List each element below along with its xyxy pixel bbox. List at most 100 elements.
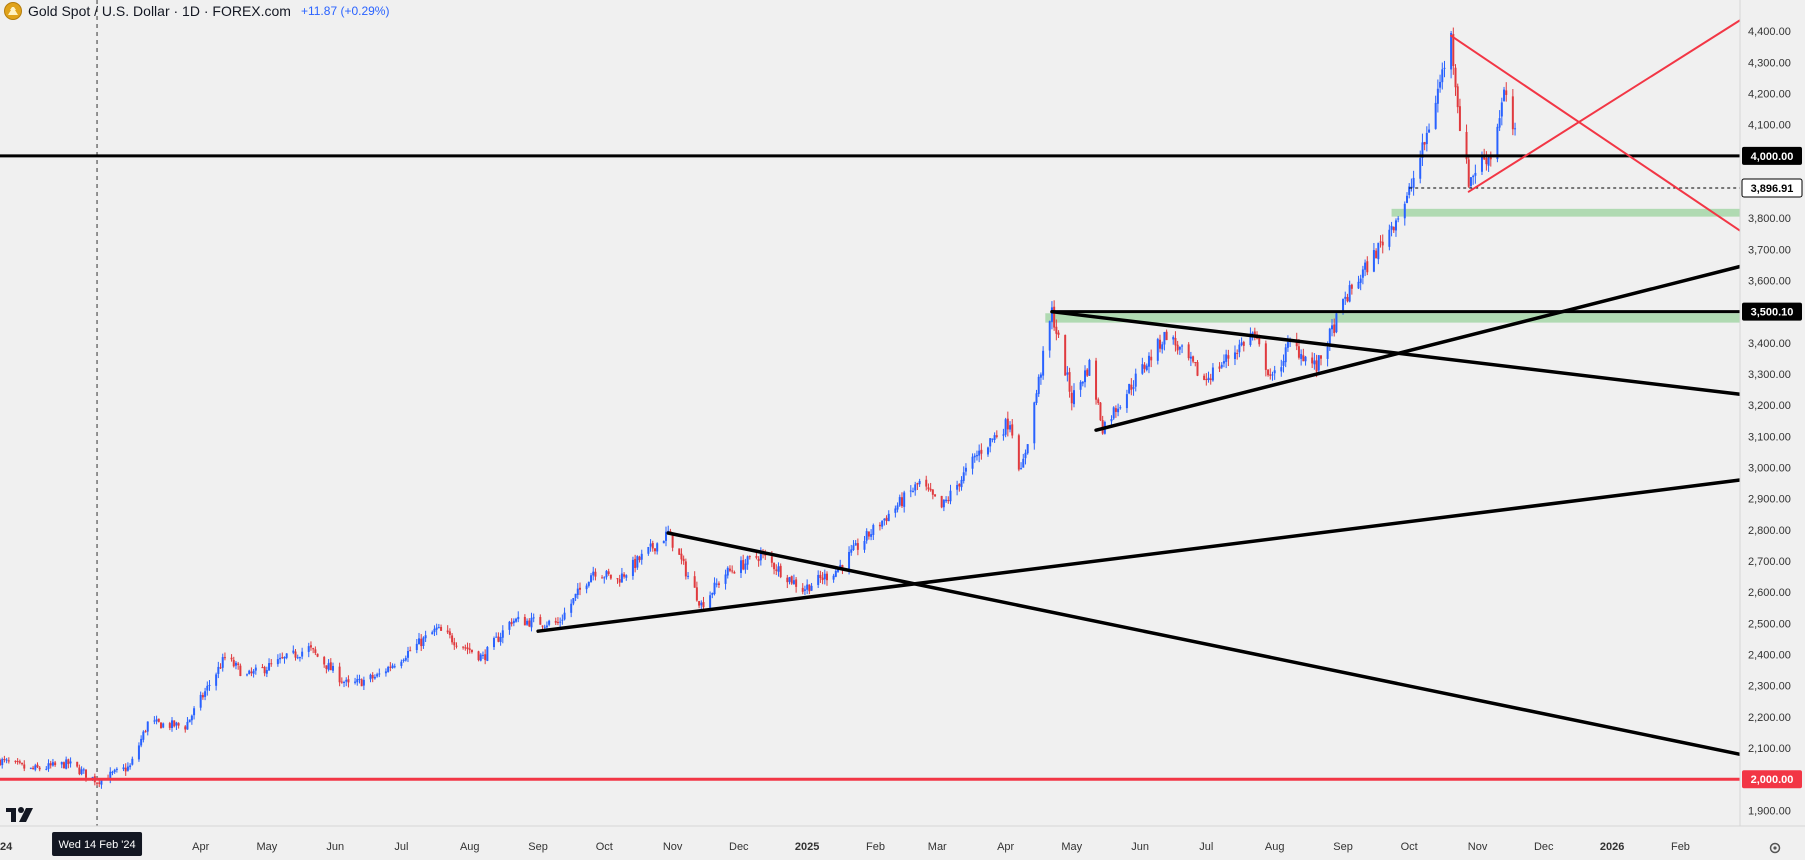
tradingview-logo-icon[interactable] [6, 806, 38, 824]
candle [268, 658, 271, 671]
y-tick-label: 4,100.00 [1748, 120, 1791, 132]
candle-body [1002, 434, 1005, 436]
candle [526, 618, 529, 626]
x-tick-label: 2024 [0, 841, 13, 853]
candle-body [885, 517, 888, 522]
candle [825, 571, 828, 586]
candle [404, 655, 407, 662]
candle [960, 476, 963, 491]
candle [1050, 301, 1053, 330]
y-tick-label: 4,300.00 [1748, 57, 1791, 69]
candle [1143, 362, 1146, 373]
candle-body [684, 561, 687, 577]
candle [345, 677, 348, 687]
candle-body [1410, 186, 1413, 188]
candle-body [406, 650, 409, 658]
candle-body [1233, 352, 1236, 360]
candle-body [590, 575, 593, 583]
horizontal-levels[interactable] [0, 154, 1740, 781]
candle-body [85, 769, 88, 778]
x-tick-label: Sep [1333, 841, 1353, 853]
candle [29, 767, 32, 770]
candle-body [1048, 321, 1051, 351]
candle [548, 619, 551, 627]
candle-body [801, 587, 804, 592]
candle [1163, 331, 1166, 351]
candle [678, 548, 681, 556]
candle-body [1472, 175, 1475, 178]
candle [896, 502, 899, 513]
candle [1394, 218, 1397, 237]
candle [1203, 373, 1206, 381]
candle [989, 437, 992, 453]
candle-body [60, 762, 63, 765]
candle-body [1203, 375, 1206, 380]
candle [1450, 30, 1453, 79]
candle [387, 665, 390, 673]
candle-body [96, 782, 99, 784]
candle-body [1130, 384, 1133, 390]
candle [193, 706, 196, 720]
candle [369, 673, 372, 683]
candle-body [1397, 218, 1400, 220]
trendlines[interactable] [536, 19, 1742, 757]
candle-body [115, 768, 118, 770]
candle-body [144, 731, 147, 733]
candle-body [384, 671, 387, 674]
candle [1064, 334, 1067, 376]
candle-body [1088, 359, 1091, 376]
candle [605, 569, 608, 580]
candle-body [1033, 402, 1036, 444]
candle [1474, 164, 1477, 184]
candle [570, 599, 573, 618]
candle [206, 681, 209, 696]
candle-body [523, 616, 526, 626]
candle-body [301, 651, 304, 657]
candle-body [1434, 102, 1437, 129]
candle-body [1207, 377, 1210, 381]
x-tick-label: Dec [1534, 841, 1554, 853]
candle-body [1064, 335, 1067, 376]
settings-gear-icon[interactable] [1768, 841, 1782, 855]
candle [1436, 79, 1439, 113]
candle [1313, 353, 1316, 370]
candle [1009, 421, 1012, 433]
candle [867, 531, 870, 540]
candle-body [1443, 67, 1446, 69]
candle-body [54, 762, 57, 766]
candle [865, 528, 868, 544]
candle [499, 632, 502, 646]
candle [1317, 354, 1320, 376]
candle-body [159, 722, 162, 729]
candle-body [995, 435, 998, 437]
candle-body [680, 553, 683, 560]
candle-body [1348, 285, 1351, 302]
candle [1472, 174, 1475, 185]
symbol-title[interactable]: Gold Spot / U.S. Dollar · 1D · FOREX.com [28, 3, 291, 19]
candle-body [1225, 354, 1228, 362]
candle [338, 662, 341, 687]
candle [931, 489, 934, 500]
candle-body [248, 670, 251, 674]
candle [440, 624, 443, 631]
candle-body [792, 580, 795, 584]
candle [32, 765, 35, 770]
candle-body [978, 450, 981, 456]
candle [682, 555, 685, 565]
candle-body [841, 565, 844, 569]
candle-body [142, 731, 145, 740]
candle-body [515, 618, 518, 622]
candle-body [1280, 367, 1283, 372]
candle-body [1172, 337, 1175, 340]
candle-body [1377, 242, 1380, 260]
candle [1101, 415, 1104, 435]
candle-body [541, 625, 544, 627]
candle-body [1487, 156, 1490, 166]
candle-body [1439, 81, 1442, 88]
time-axis[interactable]: 2024 Apr May Jun Jul Aug Sep Oct Nov Dec 2025 Feb Ma… [0, 825, 1805, 853]
candle-body [1357, 281, 1360, 289]
candle [62, 761, 65, 769]
price-axis[interactable]: 1,900.00 2,000.00 2,100.00 2,200.00 2,300.00… [1739, 0, 1805, 860]
candle [435, 623, 438, 636]
